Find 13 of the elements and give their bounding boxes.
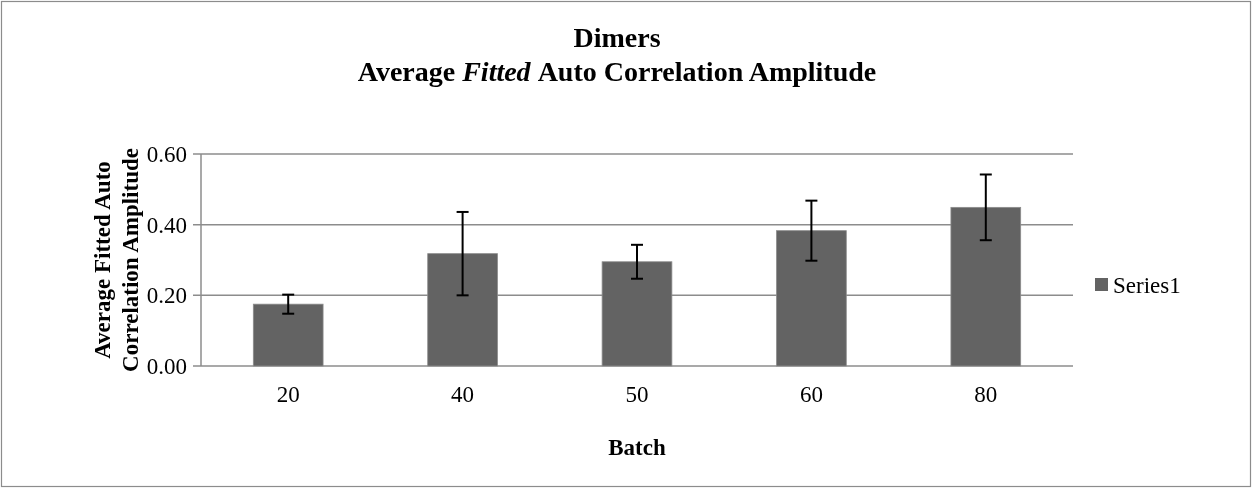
legend-label: Series1 [1113,273,1181,299]
y-axis-title: Average Fitted Auto Correlation Amplitude [90,148,143,372]
y-tick-label: 0.00 [146,354,187,380]
y-tick-label: 0.60 [146,142,187,168]
x-axis-title: Batch [608,435,666,460]
chart-title: Dimers Average Fitted Auto Correlation Amplitude [357,22,877,87]
x-tick-label: 80 [974,382,998,407]
y-tick-label: 0.20 [146,283,187,309]
x-tick-label: 40 [451,382,475,407]
x-tick-label: 20 [276,382,300,407]
x-tick-label: 60 [799,382,823,407]
x-tick-label: 50 [625,382,649,407]
y-tick-label: 0.40 [146,212,187,238]
